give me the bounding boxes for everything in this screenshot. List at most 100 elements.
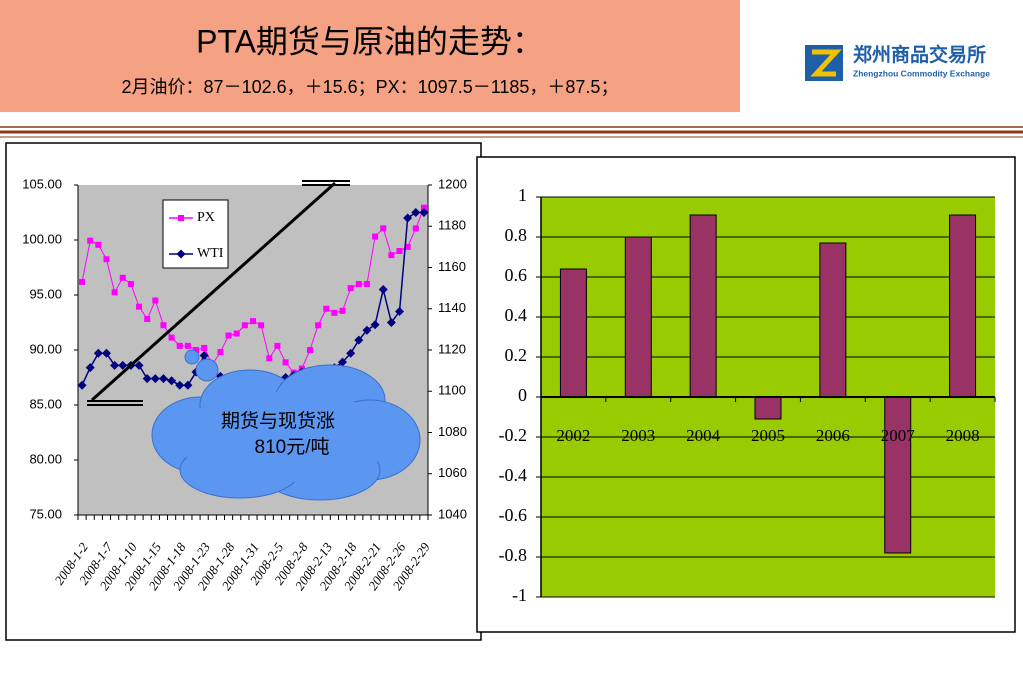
data-point (266, 355, 273, 362)
data-point (355, 281, 362, 287)
data-point (176, 342, 183, 349)
data-point (142, 374, 152, 384)
data-point (193, 347, 200, 353)
data-point (167, 376, 177, 386)
y2-tick-label: 1140 (438, 300, 466, 315)
data-point (241, 322, 248, 329)
y-tick-label: 75.00 (29, 506, 62, 521)
data-point (136, 303, 143, 310)
data-point (184, 342, 191, 349)
annotation-text: 期货与现货涨 (221, 410, 335, 432)
logo-name: 郑州商品交易所 (853, 43, 986, 66)
data-point (338, 357, 348, 367)
y-tick-label: 1 (518, 185, 527, 205)
y2-tick-label: 1100 (438, 383, 466, 398)
subtitle: 2月油价：87－102.6，＋15.6；PX：1097.5－1185，＋87.5… (122, 77, 619, 97)
data-point (339, 307, 346, 314)
cloud-bubble (184, 349, 200, 365)
data-point (225, 332, 232, 339)
data-point (362, 325, 372, 335)
x-tick-label: 2005 (751, 426, 785, 445)
data-point (331, 309, 338, 316)
data-point (412, 225, 419, 232)
annotation: 期货与现货涨 810元/吨 (87, 180, 421, 501)
data-point (403, 213, 413, 223)
data-point (79, 278, 86, 285)
data-point (378, 285, 388, 294)
data-point (93, 348, 103, 358)
data-point (217, 349, 224, 356)
data-point (77, 380, 87, 390)
bar (884, 396, 912, 554)
data-point (160, 322, 167, 329)
data-point (85, 363, 95, 373)
data-point (258, 322, 265, 329)
data-point (158, 374, 168, 384)
data-point (396, 248, 403, 254)
y2-tick-label: 1120 (438, 341, 466, 356)
x-tick-label: 2007 (881, 426, 916, 445)
y-tick-label: -0.8 (499, 545, 528, 565)
data-point (95, 241, 102, 248)
data-point (370, 320, 380, 330)
annotation-text: 810元/吨 (255, 436, 330, 458)
y2-tick-label: 1180 (438, 218, 466, 233)
y2-tick-label: 1060 (438, 465, 467, 480)
data-point (199, 351, 209, 360)
title: PTA期货与原油的走势： (196, 23, 544, 59)
data-point (103, 256, 110, 263)
y2-tick-label: 1200 (438, 176, 467, 191)
data-point (386, 318, 396, 327)
legend-label: PX (197, 210, 215, 225)
y-tick-label: 80.00 (29, 451, 62, 466)
data-point (282, 359, 289, 366)
data-point (363, 281, 370, 287)
trend-line (91, 181, 336, 402)
data-point (183, 380, 193, 390)
y-tick-label: 0.6 (505, 265, 528, 285)
cloud-bubble (195, 358, 219, 382)
data-point (354, 335, 364, 345)
data-point (101, 348, 111, 358)
x-tick-label: 2002 (556, 426, 590, 445)
data-point (250, 318, 256, 325)
y-tick-label: -0.6 (499, 505, 528, 525)
data-point (388, 252, 395, 259)
bar (754, 396, 782, 420)
data-point (347, 285, 354, 292)
data-point (420, 204, 427, 211)
data-point (119, 274, 126, 281)
x-tick-label: 2004 (686, 426, 721, 445)
bar (624, 236, 652, 398)
y2-tick-label: 1160 (438, 259, 466, 274)
logo: 郑州商品交易所 Zhengzhou Commodity Exchange (805, 43, 990, 81)
y-tick-label: 95.00 (29, 286, 62, 301)
header-band (0, 0, 740, 112)
data-point (118, 360, 128, 370)
data-point (411, 208, 421, 217)
data-point (150, 374, 160, 384)
y2-tick-label: 1040 (438, 506, 467, 521)
bar (559, 268, 587, 398)
legend-marker (178, 215, 184, 221)
y-tick-label: 105.00 (22, 176, 62, 191)
y-tick-label: 0.4 (505, 305, 528, 325)
data-point (315, 322, 322, 329)
legend-box (162, 199, 229, 269)
y-tick-label: -0.2 (499, 425, 528, 445)
bar (949, 214, 977, 398)
data-point (134, 360, 144, 370)
legend-marker (176, 249, 186, 259)
data-point (175, 380, 185, 390)
data-point (306, 347, 313, 353)
cloud-part (175, 392, 395, 482)
data-point (419, 208, 429, 217)
data-point (380, 225, 387, 232)
y-tick-label: 0 (518, 385, 527, 405)
data-point (323, 305, 330, 312)
y-tick-label: -0.4 (499, 465, 528, 485)
data-point (152, 297, 159, 304)
data-point (274, 342, 281, 349)
